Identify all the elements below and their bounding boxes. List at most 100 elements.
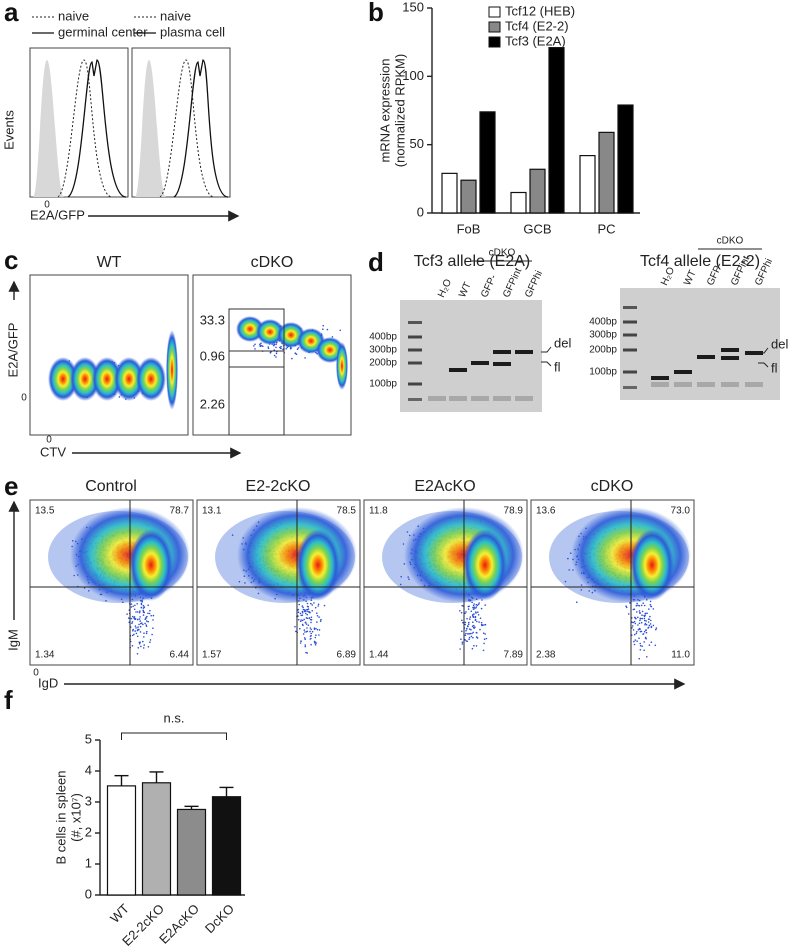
y-axis-label: E2A/GFP	[5, 323, 20, 378]
quadrant-value: 1.57	[202, 650, 222, 661]
event-dot	[304, 638, 307, 640]
primer-smear	[674, 382, 692, 387]
event-dot	[470, 635, 473, 638]
event-dot	[637, 616, 639, 619]
event-dot	[638, 610, 641, 612]
event-dot	[142, 647, 145, 649]
event-dot	[468, 633, 470, 635]
event-dot	[652, 624, 655, 627]
event-dot	[639, 617, 642, 620]
event-dot	[481, 624, 484, 627]
event-dot	[639, 612, 641, 614]
quadrant-value: 11.8	[369, 506, 388, 517]
event-dot	[139, 620, 141, 622]
event-dot	[476, 632, 478, 634]
event-dot	[475, 645, 478, 647]
event-dot	[648, 618, 650, 620]
event-dot	[142, 609, 144, 612]
event-dot	[143, 636, 145, 638]
event-dot	[147, 604, 149, 606]
event-dot	[306, 627, 308, 629]
event-dot	[464, 634, 467, 636]
legend-label: naive	[160, 8, 191, 23]
event-dot	[476, 637, 479, 639]
event-dot	[301, 623, 304, 626]
event-dot	[319, 620, 322, 622]
event-dot	[650, 619, 652, 622]
event-dot	[310, 637, 312, 640]
event-dot	[133, 633, 135, 636]
event-dot	[136, 629, 139, 632]
event-dot	[304, 645, 307, 648]
event-dot	[299, 627, 301, 630]
gel-title: Tcf4 allele (E2-2)	[640, 253, 760, 270]
y-tick-label: 50	[410, 136, 424, 151]
ladder-label: 300bp	[369, 345, 397, 356]
event-dot	[130, 603, 133, 605]
event-dot	[636, 611, 638, 613]
event-dot	[642, 633, 644, 635]
event-dot	[475, 611, 477, 613]
event-dot	[297, 618, 300, 621]
event-dot	[144, 622, 146, 625]
gate	[228, 308, 285, 436]
gel-title: Tcf3 allele (E2A)	[414, 253, 531, 270]
event-dot	[301, 610, 304, 613]
event-dot	[474, 618, 477, 621]
ladder-band	[623, 348, 637, 352]
lane-label: H₂O	[436, 277, 454, 299]
event-dot	[304, 631, 306, 633]
gel-band	[471, 361, 489, 365]
event-dot	[322, 324, 325, 327]
event-dot	[298, 603, 301, 606]
event-dot	[302, 606, 304, 609]
event-dot	[472, 604, 475, 607]
event-dot	[631, 625, 634, 627]
event-dot	[294, 625, 296, 628]
event-dot	[310, 602, 312, 605]
event-dot	[304, 644, 307, 646]
sample-curve	[173, 59, 229, 198]
event-dot	[296, 348, 299, 351]
band-label: del	[554, 335, 571, 350]
bar	[617, 104, 634, 214]
event-dot	[142, 614, 145, 616]
quadrant-value: 11.0	[671, 650, 690, 661]
zero-label: 0	[44, 200, 50, 211]
legend-swatch	[488, 36, 501, 48]
event-dot	[315, 627, 317, 630]
y-tick-label: 4	[85, 762, 92, 777]
event-dot	[306, 652, 309, 654]
panel-label: c	[4, 245, 18, 275]
gel-band	[651, 376, 669, 380]
event-dot	[633, 620, 636, 623]
gate-value: 33.3	[200, 312, 225, 327]
event-dot	[645, 623, 648, 626]
event-dot	[639, 619, 641, 622]
event-dot	[139, 625, 142, 628]
event-dot	[300, 619, 303, 621]
bar	[441, 172, 458, 214]
event-dot	[131, 645, 134, 647]
event-dot	[323, 604, 326, 607]
event-dot	[644, 614, 646, 617]
y-tick-label: 0	[85, 886, 92, 901]
event-dot	[473, 624, 475, 627]
band-pointer	[758, 347, 769, 354]
event-dot	[131, 621, 134, 623]
quadrant-value: 13.5	[35, 506, 55, 517]
y-tick-label: 1	[85, 855, 92, 870]
event-dot	[140, 606, 143, 609]
event-dot	[472, 636, 474, 639]
event-dot	[302, 633, 305, 635]
event-dot	[313, 640, 316, 643]
event-dot	[313, 628, 316, 631]
event-dot	[644, 622, 647, 625]
y-axis-label: mRNA expression	[377, 58, 392, 162]
primer-smear	[745, 382, 763, 387]
panel-label: a	[4, 0, 19, 27]
bar	[479, 111, 496, 214]
density-blob	[166, 330, 178, 410]
primer-smear	[651, 382, 669, 387]
event-dot	[138, 641, 141, 644]
